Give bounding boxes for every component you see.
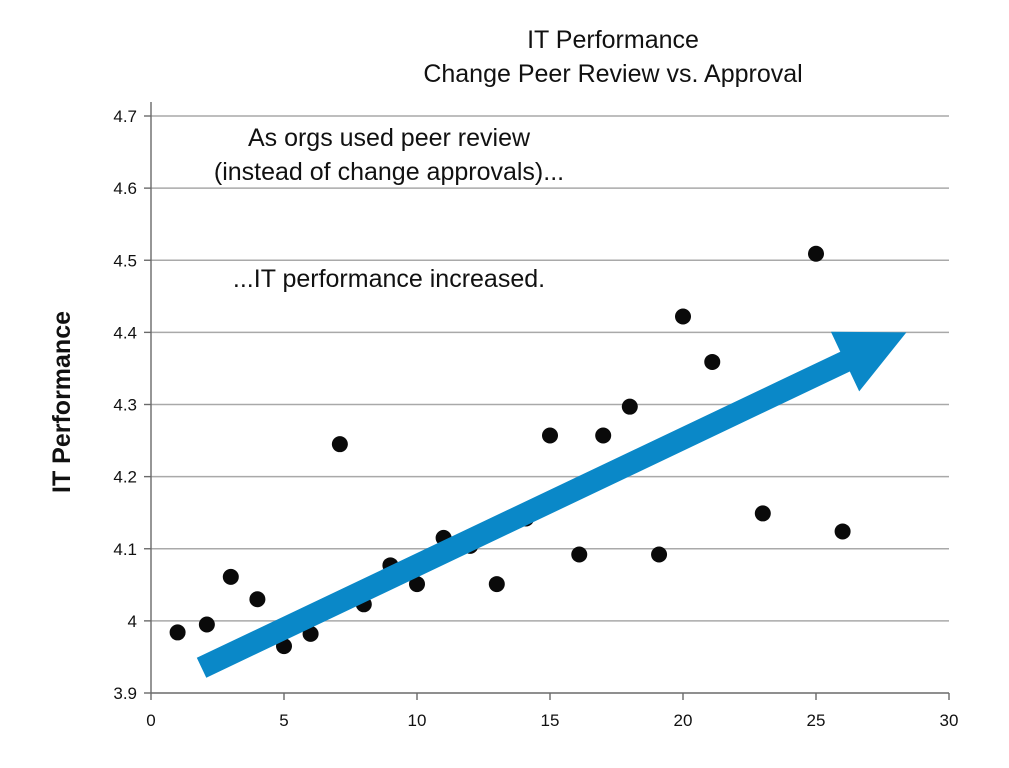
y-tick-label: 4.7	[113, 107, 137, 126]
y-tick-label: 3.9	[113, 684, 137, 703]
data-point	[331, 436, 348, 453]
y-axis-label: IT Performance	[48, 311, 76, 493]
y-tick-label: 4.5	[113, 251, 137, 270]
x-tick-label: 15	[541, 711, 560, 730]
data-point	[675, 308, 691, 325]
data-point	[704, 353, 721, 370]
data-point	[754, 505, 771, 522]
y-tick-label: 4.6	[113, 179, 137, 198]
x-tick-label: 20	[674, 711, 693, 730]
y-tick-label: 4.1	[113, 540, 137, 559]
x-tick-label: 5	[279, 711, 288, 730]
y-tick-labels: 3.9 4 4.1 4.2 4.3 4.4 4.5 4.6 4.7	[113, 107, 137, 703]
y-tick-label: 4	[128, 612, 137, 631]
x-tick-label: 25	[807, 711, 826, 730]
data-point	[651, 546, 668, 563]
data-point	[169, 624, 186, 641]
y-tick-label: 4.2	[113, 468, 137, 487]
x-tick-label: 0	[146, 711, 155, 730]
data-point	[222, 568, 239, 585]
data-point	[249, 591, 266, 608]
data-point	[808, 245, 824, 262]
data-point	[198, 616, 215, 633]
data-point	[834, 523, 851, 540]
trend-arrow	[196, 331, 907, 678]
x-tick-label: 10	[408, 711, 427, 730]
data-point	[409, 576, 425, 593]
x-tick-label: 30	[940, 711, 959, 730]
axes	[144, 102, 950, 700]
x-tick-labels: 0 5 10 15 20 25 30	[146, 711, 958, 730]
data-point	[542, 427, 558, 444]
y-tick-label: 4.4	[113, 323, 137, 342]
chart-title-line-1: IT Performance	[527, 26, 699, 54]
y-tick-label: 4.3	[113, 396, 137, 415]
annotation-line-2: (instead of change approvals)...	[214, 158, 564, 186]
annotation-line-3: ...IT performance increased.	[233, 265, 545, 293]
data-points	[169, 245, 851, 655]
data-point	[488, 576, 505, 593]
trend-arrow-shape	[196, 331, 907, 678]
data-point	[621, 398, 638, 415]
grid-lines	[151, 115, 949, 622]
annotation-line-1: As orgs used peer review	[248, 124, 531, 152]
data-point	[571, 546, 588, 563]
chart-title-line-2: Change Peer Review vs. Approval	[423, 60, 802, 88]
data-point	[595, 427, 612, 444]
